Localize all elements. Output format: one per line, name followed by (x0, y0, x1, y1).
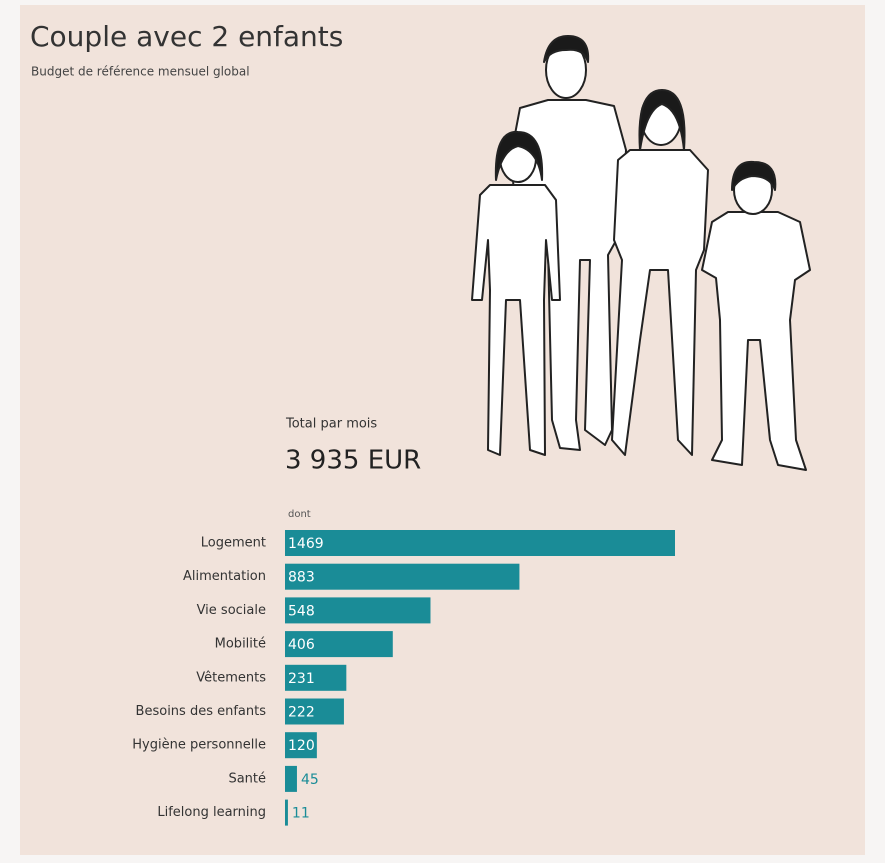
bar (285, 800, 288, 826)
value-label: 11 (292, 806, 310, 822)
category-label: Mobilité (215, 637, 266, 652)
category-label: Logement (201, 536, 266, 551)
category-label: Alimentation (183, 569, 266, 584)
category-label: Vêtements (196, 670, 266, 685)
value-label: 548 (288, 603, 315, 619)
value-label: 222 (288, 705, 315, 721)
breakdown-label: dont (288, 509, 311, 520)
category-label: Besoins des enfants (136, 704, 267, 719)
total-value: 3 935 EUR (285, 446, 421, 476)
bar (285, 530, 675, 556)
chart: Couple avec 2 enfants Budget de référenc… (0, 0, 885, 863)
value-label: 883 (288, 570, 315, 586)
category-label: Hygiène personnelle (132, 738, 266, 753)
category-label: Santé (228, 771, 266, 786)
category-label: Lifelong learning (157, 805, 266, 820)
value-label: 406 (288, 637, 315, 653)
value-label: 231 (288, 671, 315, 687)
total-label: Total par mois (285, 417, 377, 432)
value-label: 120 (288, 738, 315, 754)
value-label: 45 (301, 772, 319, 788)
chart-title: Couple avec 2 enfants (30, 20, 343, 53)
chart-subtitle: Budget de référence mensuel global (31, 65, 250, 79)
bar (285, 564, 519, 590)
value-label: 1469 (288, 536, 324, 552)
bar (285, 766, 297, 792)
category-label: Vie sociale (197, 603, 266, 618)
